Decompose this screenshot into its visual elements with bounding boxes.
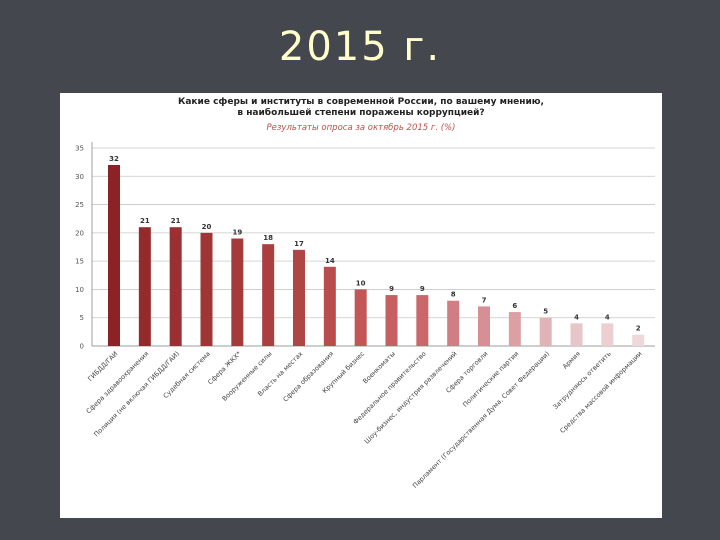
data-label: 4 <box>574 313 579 321</box>
bar <box>385 295 398 346</box>
bar <box>508 312 521 346</box>
chart-title-line2: в наибольшей степени поражены коррупцией… <box>237 108 485 118</box>
bar <box>323 266 336 346</box>
data-label: 18 <box>263 234 273 242</box>
bar <box>447 300 460 346</box>
category-label: Политические партии <box>461 350 520 409</box>
bar <box>231 238 244 346</box>
y-tick-label: 30 <box>75 173 84 181</box>
category-label: Сфера здравоохранения <box>85 350 151 416</box>
data-label: 21 <box>140 217 150 225</box>
bar <box>570 323 583 346</box>
slide-title: 2015 г. <box>278 24 442 70</box>
data-label: 14 <box>325 257 335 265</box>
y-tick-label: 5 <box>80 314 84 322</box>
chart-title-line1: Какие сферы и институты в современной Ро… <box>178 97 544 107</box>
bar <box>632 334 645 346</box>
data-label: 17 <box>294 240 304 248</box>
bar <box>539 317 552 346</box>
data-label: 32 <box>109 155 119 163</box>
bar <box>416 295 429 346</box>
y-tick-label: 35 <box>75 145 84 153</box>
data-label: 7 <box>482 296 487 304</box>
category-label: Армия <box>561 350 582 371</box>
y-tick-label: 0 <box>80 343 84 351</box>
data-label: 2 <box>636 325 641 333</box>
y-tick-label: 20 <box>75 229 84 237</box>
data-label: 19 <box>232 229 242 237</box>
chart-card: Какие сферы и институты в современной Ро… <box>60 93 662 518</box>
bar <box>478 306 490 346</box>
bar <box>354 289 367 346</box>
data-label: 8 <box>451 291 456 299</box>
bar <box>200 232 213 346</box>
data-label: 20 <box>202 223 212 231</box>
category-label: ГИБДД/ГАИ <box>86 350 119 383</box>
bar <box>138 227 151 346</box>
y-tick-label: 15 <box>75 258 84 266</box>
chart-subtitle: Результаты опроса за октябрь 2015 г. (%) <box>266 123 456 133</box>
data-label: 4 <box>605 313 610 321</box>
bar <box>169 227 182 346</box>
y-tick-label: 10 <box>75 286 84 294</box>
data-label: 9 <box>420 285 425 293</box>
y-tick-label: 25 <box>75 201 84 209</box>
bar <box>108 164 120 346</box>
data-label: 9 <box>389 285 394 293</box>
data-label: 21 <box>171 217 181 225</box>
data-label: 10 <box>356 279 366 287</box>
category-label: Затрудняюсь ответить <box>551 350 612 411</box>
data-label: 6 <box>512 302 517 310</box>
data-label: 5 <box>543 308 548 316</box>
bar <box>262 244 275 346</box>
bar <box>601 323 614 346</box>
bar <box>293 249 305 346</box>
chart-title: Какие сферы и институты в современной Ро… <box>60 97 662 119</box>
